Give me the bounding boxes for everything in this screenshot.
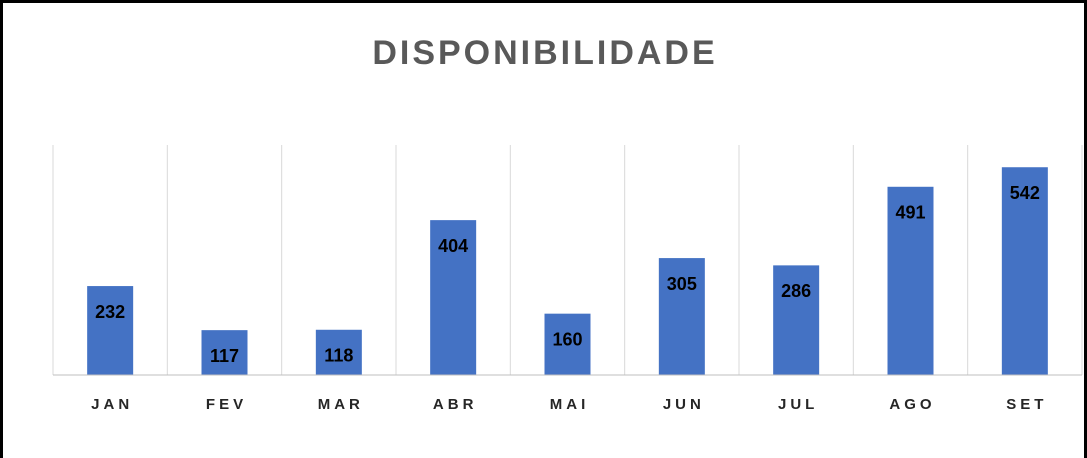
bar — [773, 265, 820, 375]
bar — [544, 313, 591, 375]
value-label: 117 — [210, 346, 239, 366]
x-tick-label: ABR — [433, 396, 478, 413]
x-tick-label: FEV — [206, 396, 247, 413]
value-label: 491 — [895, 203, 925, 223]
bar — [1001, 167, 1048, 375]
bar — [430, 220, 477, 375]
x-tick-label: MAI — [550, 396, 590, 413]
x-tick-label: JUL — [778, 396, 818, 413]
value-label: 118 — [324, 346, 353, 366]
x-tick-label: MAR — [318, 396, 364, 413]
value-label: 286 — [781, 281, 811, 301]
bar — [201, 330, 248, 375]
value-label: 404 — [438, 236, 468, 256]
x-tick-label: AGO — [889, 396, 935, 413]
bar — [887, 186, 934, 375]
value-label: 232 — [95, 302, 125, 322]
bar — [87, 286, 134, 375]
value-label: 160 — [552, 329, 582, 349]
x-tick-label: JUN — [663, 396, 705, 413]
chart-title: DISPONIBILIDADE — [372, 34, 717, 72]
x-tick-label: SET — [1006, 396, 1047, 413]
bar — [315, 329, 362, 375]
bar — [658, 258, 705, 375]
x-tick-label: JAN — [91, 396, 133, 413]
value-label: 305 — [667, 274, 697, 294]
value-label: 542 — [1010, 183, 1040, 203]
